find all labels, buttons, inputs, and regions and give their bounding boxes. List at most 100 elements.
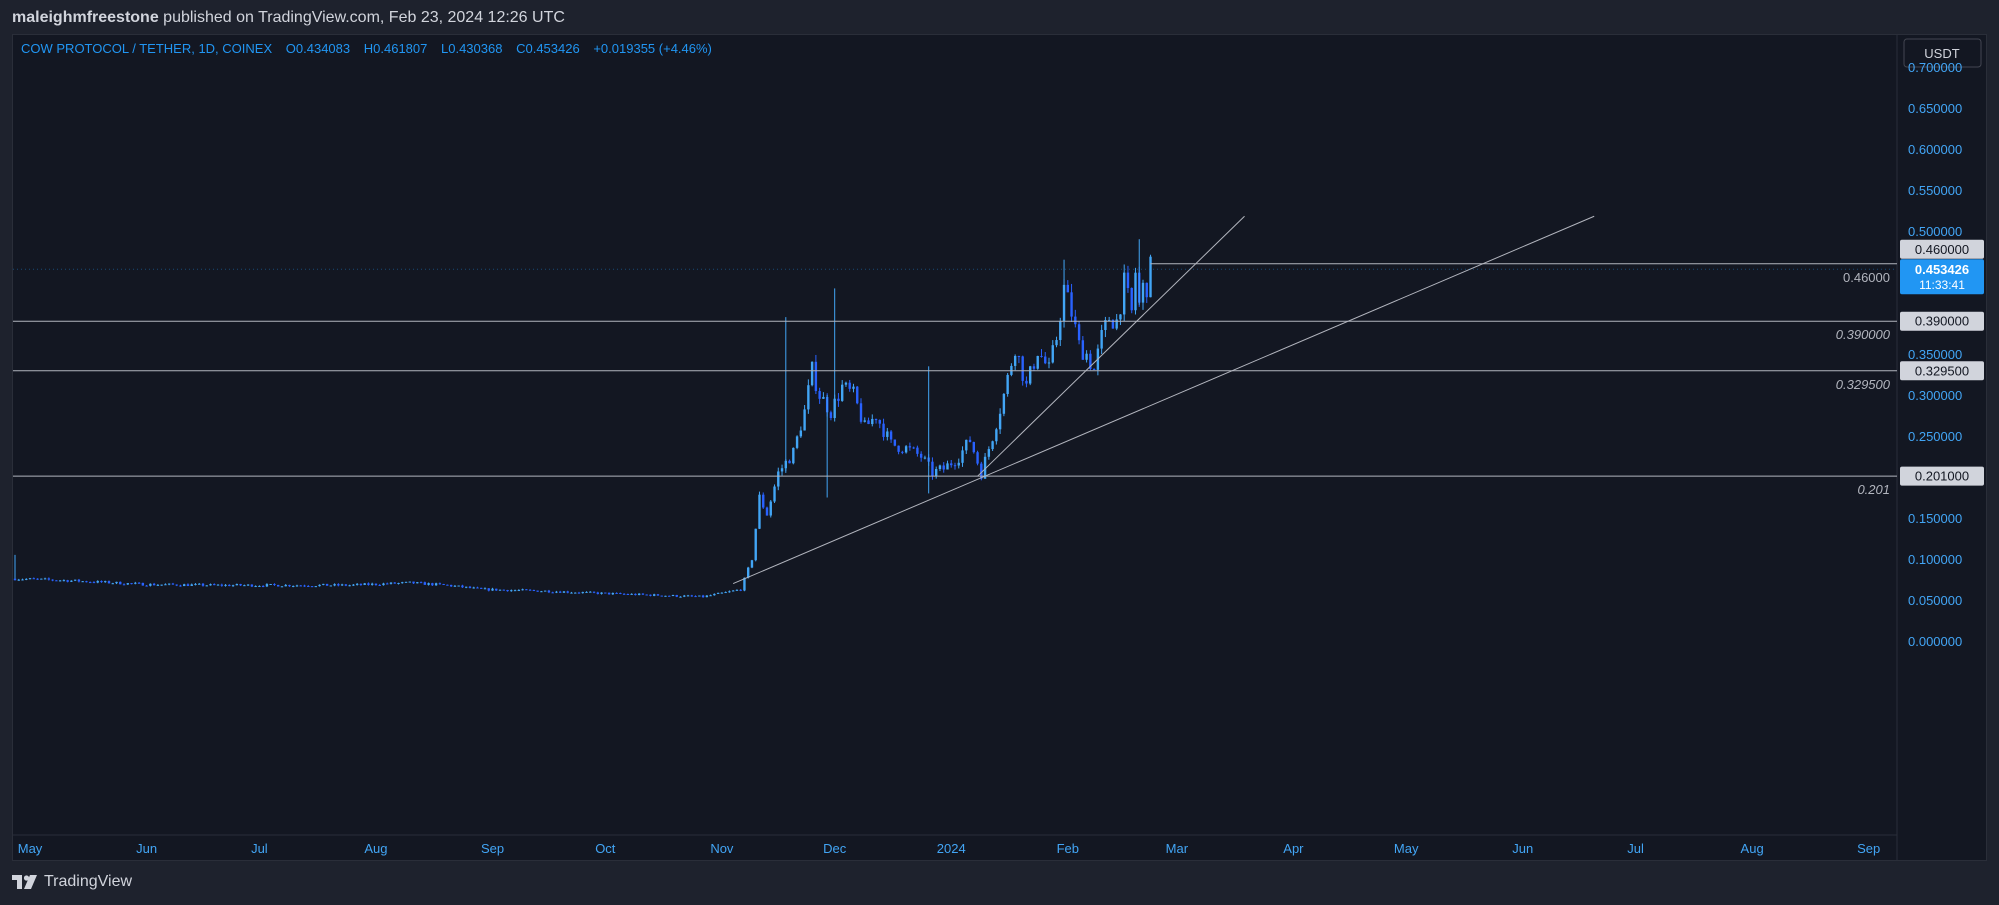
candle-body bbox=[724, 592, 727, 594]
candle-body bbox=[141, 582, 145, 586]
candle-body bbox=[483, 588, 487, 590]
candle-body bbox=[322, 583, 325, 585]
candle-body bbox=[261, 585, 265, 587]
candle-body bbox=[160, 584, 163, 586]
candle-body bbox=[36, 578, 39, 580]
candle-body bbox=[570, 592, 573, 594]
candle-body bbox=[277, 584, 280, 587]
candle-body bbox=[85, 581, 88, 583]
candle-body bbox=[596, 592, 599, 594]
candle-body bbox=[656, 594, 660, 596]
candle-body bbox=[592, 591, 596, 593]
time-tick-label: Mar bbox=[1166, 841, 1189, 856]
candle-body bbox=[465, 586, 468, 588]
candle-body bbox=[645, 594, 648, 596]
candle-body bbox=[935, 469, 938, 476]
candle-body bbox=[637, 593, 641, 596]
candle-body bbox=[495, 588, 498, 591]
candle-body bbox=[562, 591, 566, 593]
candle-body bbox=[758, 494, 761, 529]
candle-body bbox=[777, 471, 780, 487]
candle-body bbox=[1066, 284, 1069, 293]
time-tick-label: 2024 bbox=[937, 841, 966, 856]
candle-body bbox=[171, 583, 175, 585]
candle-body bbox=[21, 579, 24, 581]
chart-panel[interactable]: COW PROTOCOL / TETHER, 1D, COINEX O0.434… bbox=[12, 34, 1987, 861]
candle-body bbox=[216, 584, 220, 586]
candle-body bbox=[822, 396, 825, 399]
trendline[interactable] bbox=[977, 215, 1245, 477]
price-tick-label: 0.500000 bbox=[1908, 224, 1962, 239]
candle-body bbox=[1092, 368, 1096, 370]
candle-body bbox=[536, 590, 539, 592]
candle-body bbox=[1107, 319, 1111, 321]
candle-body bbox=[43, 578, 47, 580]
publish-header: maleighmfreestone published on TradingVi… bbox=[0, 0, 1999, 34]
candle-body bbox=[912, 447, 915, 449]
level-axis-badge-text: 0.460000 bbox=[1915, 242, 1969, 257]
candle-body bbox=[352, 584, 355, 586]
candle-body bbox=[243, 585, 246, 587]
candle-body bbox=[1070, 292, 1073, 317]
candle-body bbox=[972, 442, 975, 453]
candle-body bbox=[799, 430, 803, 437]
time-tick-label: May bbox=[18, 841, 43, 856]
price-tick-label: 0.650000 bbox=[1908, 101, 1962, 116]
trendline[interactable] bbox=[732, 215, 1595, 585]
symbol-legend: COW PROTOCOL / TETHER, 1D, COINEX O0.434… bbox=[21, 41, 712, 56]
candle-body bbox=[149, 583, 152, 586]
legend-open-value: 0.434083 bbox=[296, 41, 350, 56]
candle-body bbox=[585, 591, 588, 593]
candle-body bbox=[750, 560, 754, 568]
candle-body bbox=[1149, 256, 1152, 298]
candle-body bbox=[754, 528, 757, 561]
candle-body bbox=[111, 583, 114, 585]
candle-body bbox=[1017, 355, 1021, 357]
tradingview-logo-icon[interactable] bbox=[12, 875, 38, 889]
tradingview-brand[interactable]: TradingView bbox=[44, 873, 133, 890]
candle-body bbox=[1115, 319, 1118, 329]
candle-body bbox=[344, 584, 348, 586]
candle-body bbox=[701, 595, 705, 598]
candle-body bbox=[649, 594, 652, 596]
price-tick-label: 0.350000 bbox=[1908, 347, 1962, 362]
candle-body bbox=[619, 592, 622, 594]
candle-body bbox=[600, 592, 603, 594]
candle-body bbox=[269, 583, 272, 585]
candle-body bbox=[528, 589, 532, 591]
candle-body bbox=[566, 591, 569, 593]
candle-body bbox=[882, 423, 885, 437]
candle-body bbox=[13, 578, 17, 581]
candle-body bbox=[991, 441, 994, 450]
candle-body bbox=[51, 579, 54, 581]
currency-button[interactable]: USDT bbox=[1903, 38, 1982, 68]
candle-body bbox=[705, 595, 709, 598]
horizontal-level-label: 0.390000 bbox=[1836, 327, 1891, 342]
candle-body bbox=[735, 589, 739, 591]
price-tick-label: 0.150000 bbox=[1908, 511, 1962, 526]
candle-body bbox=[438, 583, 442, 585]
legend-high-label: H bbox=[364, 41, 373, 56]
candle-body bbox=[611, 592, 615, 595]
candle-body bbox=[961, 450, 964, 463]
legend-low-label: L bbox=[441, 41, 448, 56]
candle-body bbox=[77, 579, 81, 582]
price-tick-label: 0.550000 bbox=[1908, 183, 1962, 198]
author-name[interactable]: maleighmfreestone bbox=[12, 9, 159, 26]
candle-body bbox=[314, 586, 317, 588]
time-tick-label: Feb bbox=[1057, 841, 1079, 856]
legend-symbol: COW PROTOCOL / TETHER, 1D, COINEX bbox=[21, 41, 272, 56]
candle-body bbox=[1111, 319, 1115, 329]
candle-body bbox=[728, 591, 731, 593]
time-tick-label: Aug bbox=[1741, 841, 1764, 856]
candle-body bbox=[55, 580, 58, 582]
legend-high-value: 0.461807 bbox=[373, 41, 427, 56]
candle-body bbox=[122, 584, 126, 586]
candle-body bbox=[1085, 353, 1088, 360]
candle-body bbox=[378, 584, 381, 586]
candle-body bbox=[897, 445, 900, 452]
time-tick-label: Oct bbox=[595, 841, 616, 856]
candle-body bbox=[96, 580, 99, 583]
candle-body bbox=[510, 590, 513, 592]
price-chart[interactable]: COW PROTOCOL / TETHER, 1D, COINEX O0.434… bbox=[13, 35, 1986, 860]
